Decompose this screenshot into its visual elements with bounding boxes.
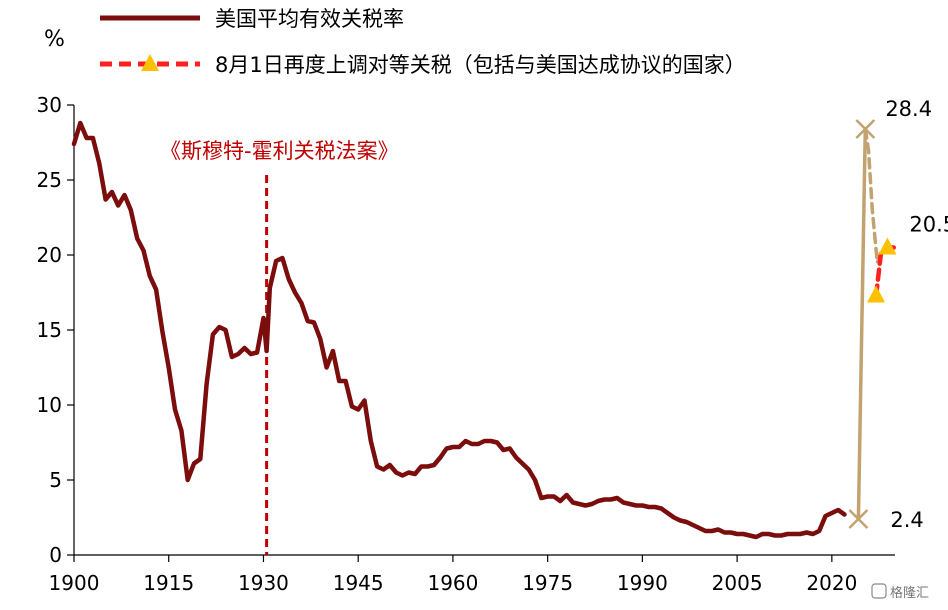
y-tick-label: 10 xyxy=(37,393,62,417)
legend: 美国平均有效关税率 8月1日再度上调对等关税（包括与美国达成协议的国家） xyxy=(100,7,746,77)
y-axis-ticks: 0 5 10 15 20 25 30 xyxy=(37,93,74,567)
y-tick-label: 20 xyxy=(37,243,62,267)
y-axis-unit: % xyxy=(44,27,65,52)
marker-layer xyxy=(848,119,897,529)
x-tick-label: 1900 xyxy=(49,571,100,595)
event-label: 《斯穆特-霍利关税法案》 xyxy=(160,139,399,163)
series-effective-tariff-line xyxy=(71,120,847,540)
x-tick-label: 1945 xyxy=(333,571,384,595)
x-tick-label: 1930 xyxy=(238,571,289,595)
y-tick-label: 0 xyxy=(49,543,62,567)
x-tick-label: 1975 xyxy=(522,571,573,595)
x-tick-label: 1915 xyxy=(143,571,194,595)
x-axis-ticks: 1900 1915 1930 1945 1960 1975 1990 2005 2020 xyxy=(49,555,857,595)
value-label-a24: 2.4 xyxy=(890,508,923,532)
x-marker-stroke xyxy=(855,119,876,139)
value-label-a284: 28.4 xyxy=(885,97,932,121)
triangle-marker xyxy=(878,237,897,255)
series-jump-line xyxy=(856,127,868,521)
series-reciprocal-tariff-line xyxy=(873,245,898,298)
x-marker-stroke xyxy=(848,509,869,529)
series-projection-dashed-line xyxy=(863,127,884,265)
event-marker: 《斯穆特-霍利关税法案》 xyxy=(160,139,399,555)
legend-triangle-marker xyxy=(141,54,159,71)
series-layer xyxy=(71,120,898,540)
annotation-layer: 28.4 20.5 2.4 xyxy=(885,97,948,532)
y-tick-label: 25 xyxy=(37,168,62,192)
legend-label-reciprocal-tariff: 8月1日再度上调对等关税（包括与美国达成协议的国家） xyxy=(215,53,746,77)
y-tick-label: 15 xyxy=(37,318,62,342)
x-marker xyxy=(855,119,876,139)
triangle-marker xyxy=(867,285,886,303)
legend-label-effective-tariff: 美国平均有效关税率 xyxy=(215,7,404,31)
watermark-text: 格隆汇 xyxy=(890,585,929,601)
y-tick-label: 5 xyxy=(49,468,62,492)
x-marker xyxy=(848,509,869,529)
x-tick-label: 2020 xyxy=(806,571,857,595)
watermark-logo-icon xyxy=(871,583,887,599)
x-tick-label: 1990 xyxy=(617,571,668,595)
watermark: 格隆汇 xyxy=(871,583,929,601)
y-tick-label: 30 xyxy=(37,93,62,117)
x-tick-label: 1960 xyxy=(427,571,478,595)
x-tick-label: 2005 xyxy=(712,571,763,595)
value-label-a205: 20.5 xyxy=(909,213,948,237)
